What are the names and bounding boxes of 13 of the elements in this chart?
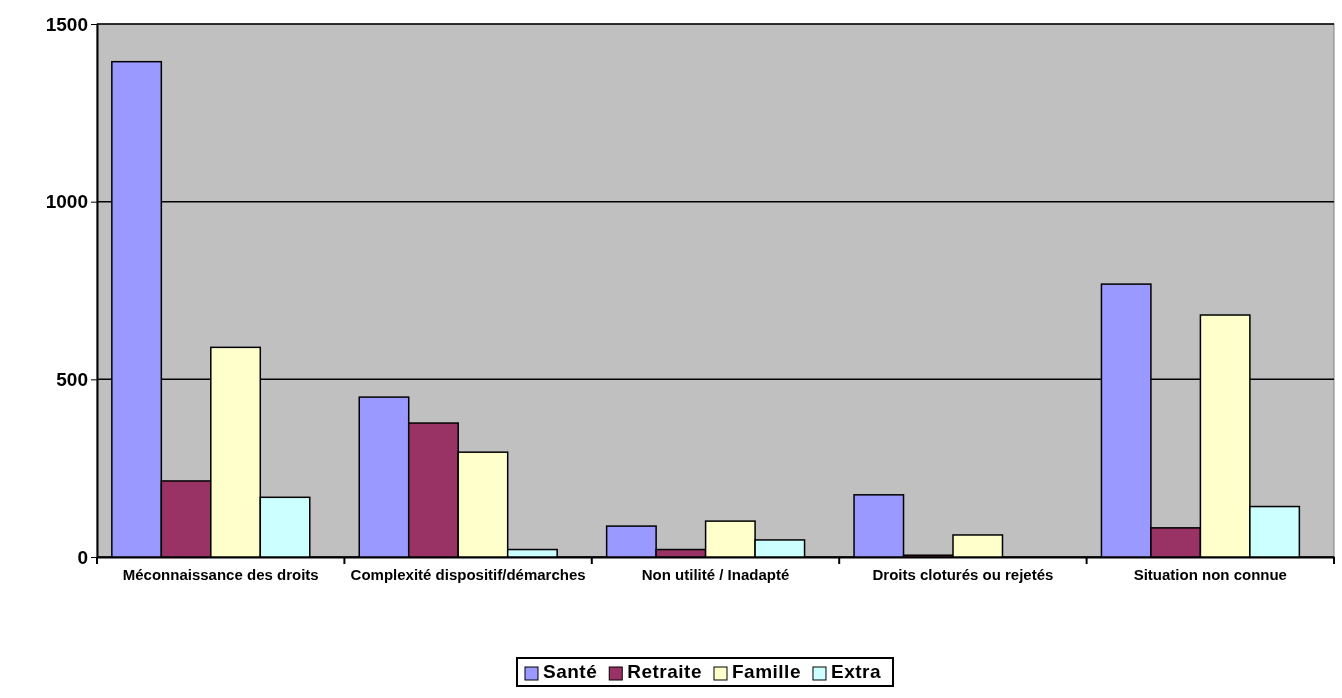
x-tick-label: Situation non connue xyxy=(1133,565,1287,583)
x-tick-label: Complexité dispositif/démarches xyxy=(350,565,586,583)
y-tick-label: 1000 xyxy=(45,191,88,213)
y-tick-label: 1500 xyxy=(45,13,88,35)
legend-label: Retraite xyxy=(627,661,702,682)
x-tick-label: Non utilité / Inadapté xyxy=(641,565,790,583)
y-tick-label: 500 xyxy=(56,368,88,390)
x-tick-label: Droits cloturés ou rejetés xyxy=(872,565,1054,583)
legend-label: Santé xyxy=(542,661,598,682)
x-tick-label: Méconnaissance des droits xyxy=(122,565,319,583)
y-tick-label: 0 xyxy=(77,546,88,568)
legend-label: Extra xyxy=(830,661,882,682)
legend-label: Famille xyxy=(731,661,801,682)
